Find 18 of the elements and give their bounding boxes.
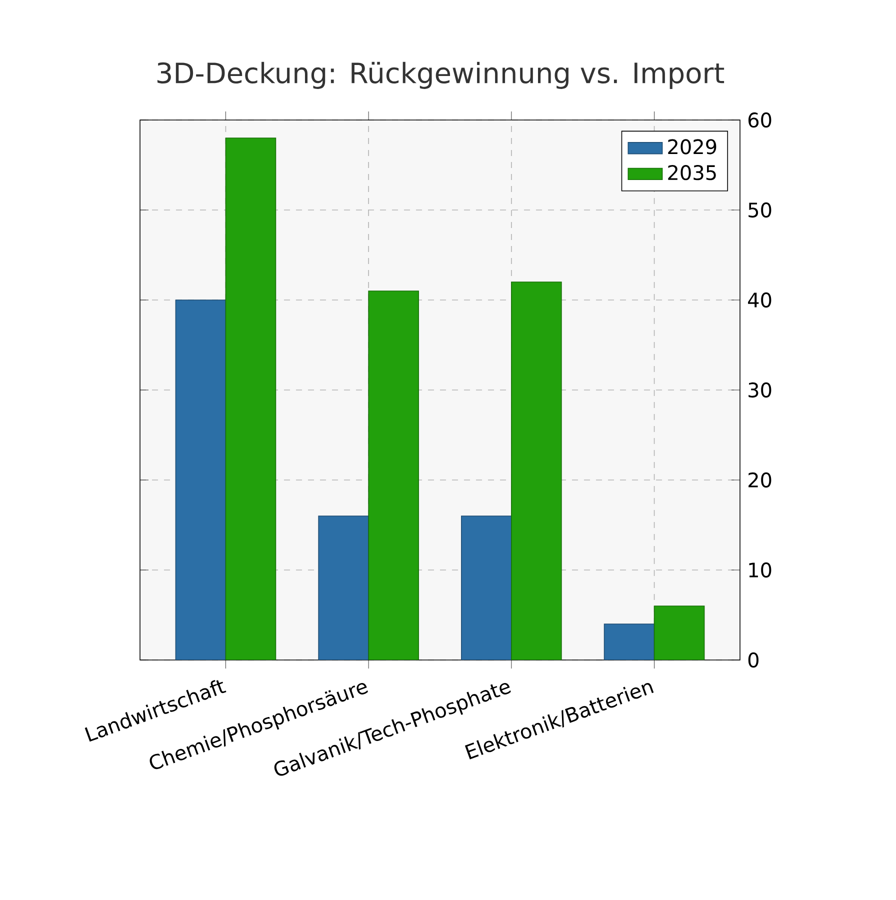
bar: [511, 282, 562, 660]
bar: [225, 138, 276, 660]
y-tick-label: 0: [748, 652, 758, 668]
bar: [368, 290, 419, 660]
bar: [175, 300, 226, 660]
y-tick-label: 40: [748, 292, 772, 308]
bar: [604, 624, 655, 660]
y-tick-label: 10: [749, 562, 772, 578]
bar: [654, 606, 705, 660]
y-tick-label: 20: [748, 472, 772, 488]
y-tick-label: 60: [748, 112, 772, 128]
y-tick-label: 30: [748, 382, 772, 398]
chart-title: 3D-Deckung: Rückgewinnung vs. Import: [157, 62, 724, 89]
legend-label: 2035: [668, 165, 716, 180]
bar: [318, 516, 369, 660]
y-tick-label: 50: [748, 202, 772, 218]
bar: [461, 516, 512, 660]
legend-label: 2029: [668, 139, 716, 154]
